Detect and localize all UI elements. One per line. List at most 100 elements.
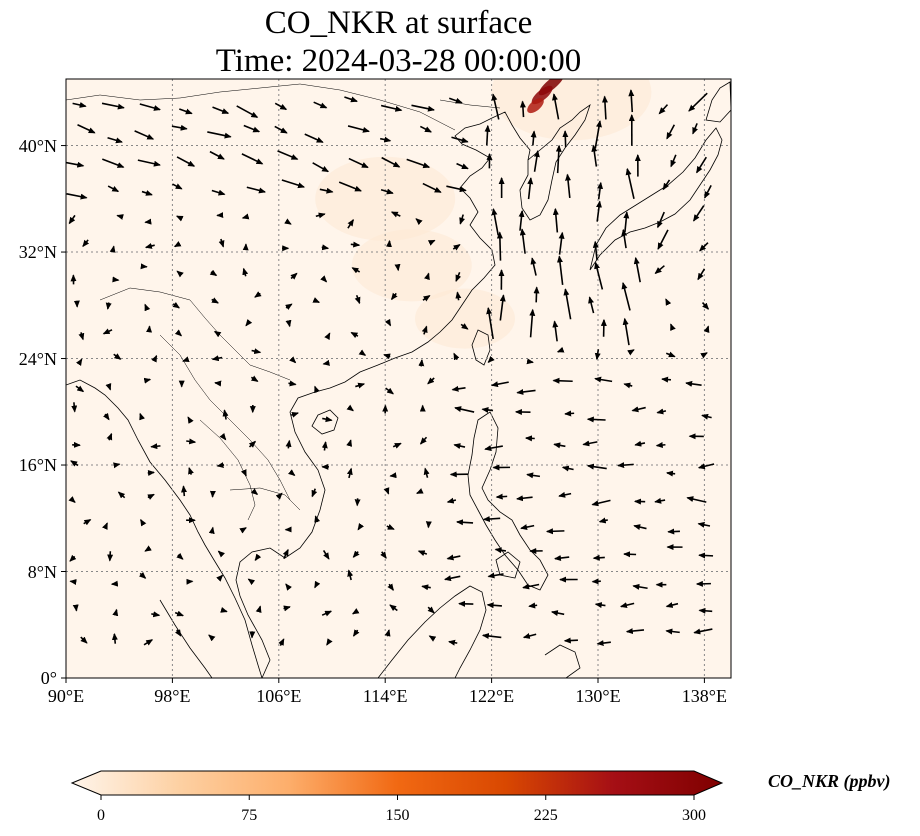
wind-arrow	[117, 491, 126, 499]
wind-arrow	[623, 382, 633, 389]
wind-arrow	[655, 442, 666, 449]
wind-arrow	[144, 243, 155, 249]
wind-arrow	[352, 629, 360, 637]
wind-arrow	[208, 526, 215, 535]
wind-arrow	[621, 281, 631, 311]
wind-arrow	[172, 301, 180, 309]
wind-arrow	[554, 555, 570, 561]
colorbar-tick-label: 225	[533, 807, 558, 824]
wind-arrow	[390, 211, 401, 218]
wind-arrow	[77, 124, 96, 134]
wind-arrow	[665, 602, 679, 608]
wind-arrow	[563, 288, 572, 320]
wind-arrow	[594, 349, 601, 361]
wind-arrow	[285, 319, 292, 328]
wind-arrow	[394, 263, 401, 272]
wind-arrow	[116, 214, 124, 220]
wind-arrow	[106, 432, 113, 441]
wind-arrow	[460, 323, 469, 330]
wind-arrow	[179, 108, 193, 115]
wind-arrow	[529, 308, 536, 338]
wind-arrow	[693, 205, 705, 222]
wind-arrow	[175, 215, 184, 222]
wind-arrow	[315, 212, 326, 219]
wind-arrow	[217, 550, 225, 558]
wind-arrow	[321, 441, 328, 451]
wind-arrow	[632, 583, 648, 590]
wind-arrow	[486, 602, 502, 609]
wind-arrow	[216, 574, 224, 582]
plume-blob	[527, 98, 544, 114]
wind-arrow	[526, 358, 534, 365]
wind-arrow	[516, 388, 536, 395]
wind-arrow	[75, 358, 83, 366]
wind-arrow	[427, 377, 435, 385]
wind-arrow	[139, 412, 145, 421]
lat-label: 40°N	[18, 135, 57, 156]
wind-arrow	[347, 125, 370, 133]
wind-arrow	[314, 385, 320, 394]
wind-arrow	[704, 185, 712, 199]
wind-arrow	[284, 218, 292, 225]
wind-arrow	[562, 130, 569, 148]
wind-arrow	[288, 469, 296, 476]
wind-arrow	[285, 303, 293, 310]
wind-arrow	[518, 209, 525, 231]
wind-arrow	[241, 213, 250, 220]
wind-arrow	[134, 130, 155, 140]
wind-arrow	[355, 382, 366, 389]
wind-arrow	[278, 638, 285, 647]
wind-arrow	[80, 636, 88, 644]
wind-arrow	[313, 101, 328, 109]
wind-arrow	[556, 255, 564, 285]
wind-arrow	[344, 96, 358, 103]
wind-arrow	[558, 491, 572, 498]
wind-arrow	[245, 319, 253, 327]
wind-arrow	[213, 330, 222, 338]
wind-arrow	[289, 356, 297, 364]
wind-arrow	[390, 292, 398, 301]
wind-arrow	[222, 409, 229, 420]
wind-arrow	[495, 493, 508, 500]
wind-arrow	[113, 462, 121, 469]
wind-arrow	[380, 104, 403, 112]
wind-arrow	[622, 317, 630, 346]
wind-arrow	[411, 104, 435, 112]
wind-arrow	[321, 610, 333, 617]
wind-arrow	[187, 416, 194, 424]
wind-arrow	[597, 181, 604, 200]
wind-arrow	[627, 349, 635, 356]
wind-arrow	[697, 521, 711, 528]
wind-arrow	[172, 183, 183, 190]
wind-arrow	[421, 584, 431, 591]
wind-arrow	[101, 102, 125, 110]
wind-arrow	[662, 179, 671, 191]
wind-arrow	[275, 492, 283, 500]
wind-arrow	[697, 268, 706, 281]
wind-arrow	[144, 303, 151, 312]
wind-arrow	[591, 499, 611, 507]
wind-arrow	[417, 550, 428, 556]
wind-arrow	[144, 545, 152, 552]
wind-arrow	[186, 438, 197, 445]
wind-arrow	[357, 522, 365, 531]
wind-arrow	[212, 106, 230, 114]
wind-arrow	[254, 553, 262, 562]
colorbar-tick-label: 150	[385, 807, 410, 824]
wind-arrow	[453, 352, 460, 361]
wind-vectors	[66, 89, 715, 647]
wind-arrow	[693, 628, 713, 635]
wind-arrow	[102, 522, 108, 530]
lat-label: 24°N	[18, 348, 57, 369]
wind-arrow	[424, 272, 430, 281]
lat-label: 16°N	[18, 455, 57, 476]
wind-arrow	[481, 406, 494, 413]
wind-arrow	[623, 211, 630, 233]
wind-arrow	[216, 462, 225, 469]
wind-arrow	[552, 207, 559, 233]
wind-arrow	[247, 578, 256, 586]
wind-arrow	[617, 462, 634, 469]
wind-arrow	[314, 515, 321, 523]
wind-arrow	[347, 569, 354, 581]
wind-arrow	[346, 439, 353, 447]
